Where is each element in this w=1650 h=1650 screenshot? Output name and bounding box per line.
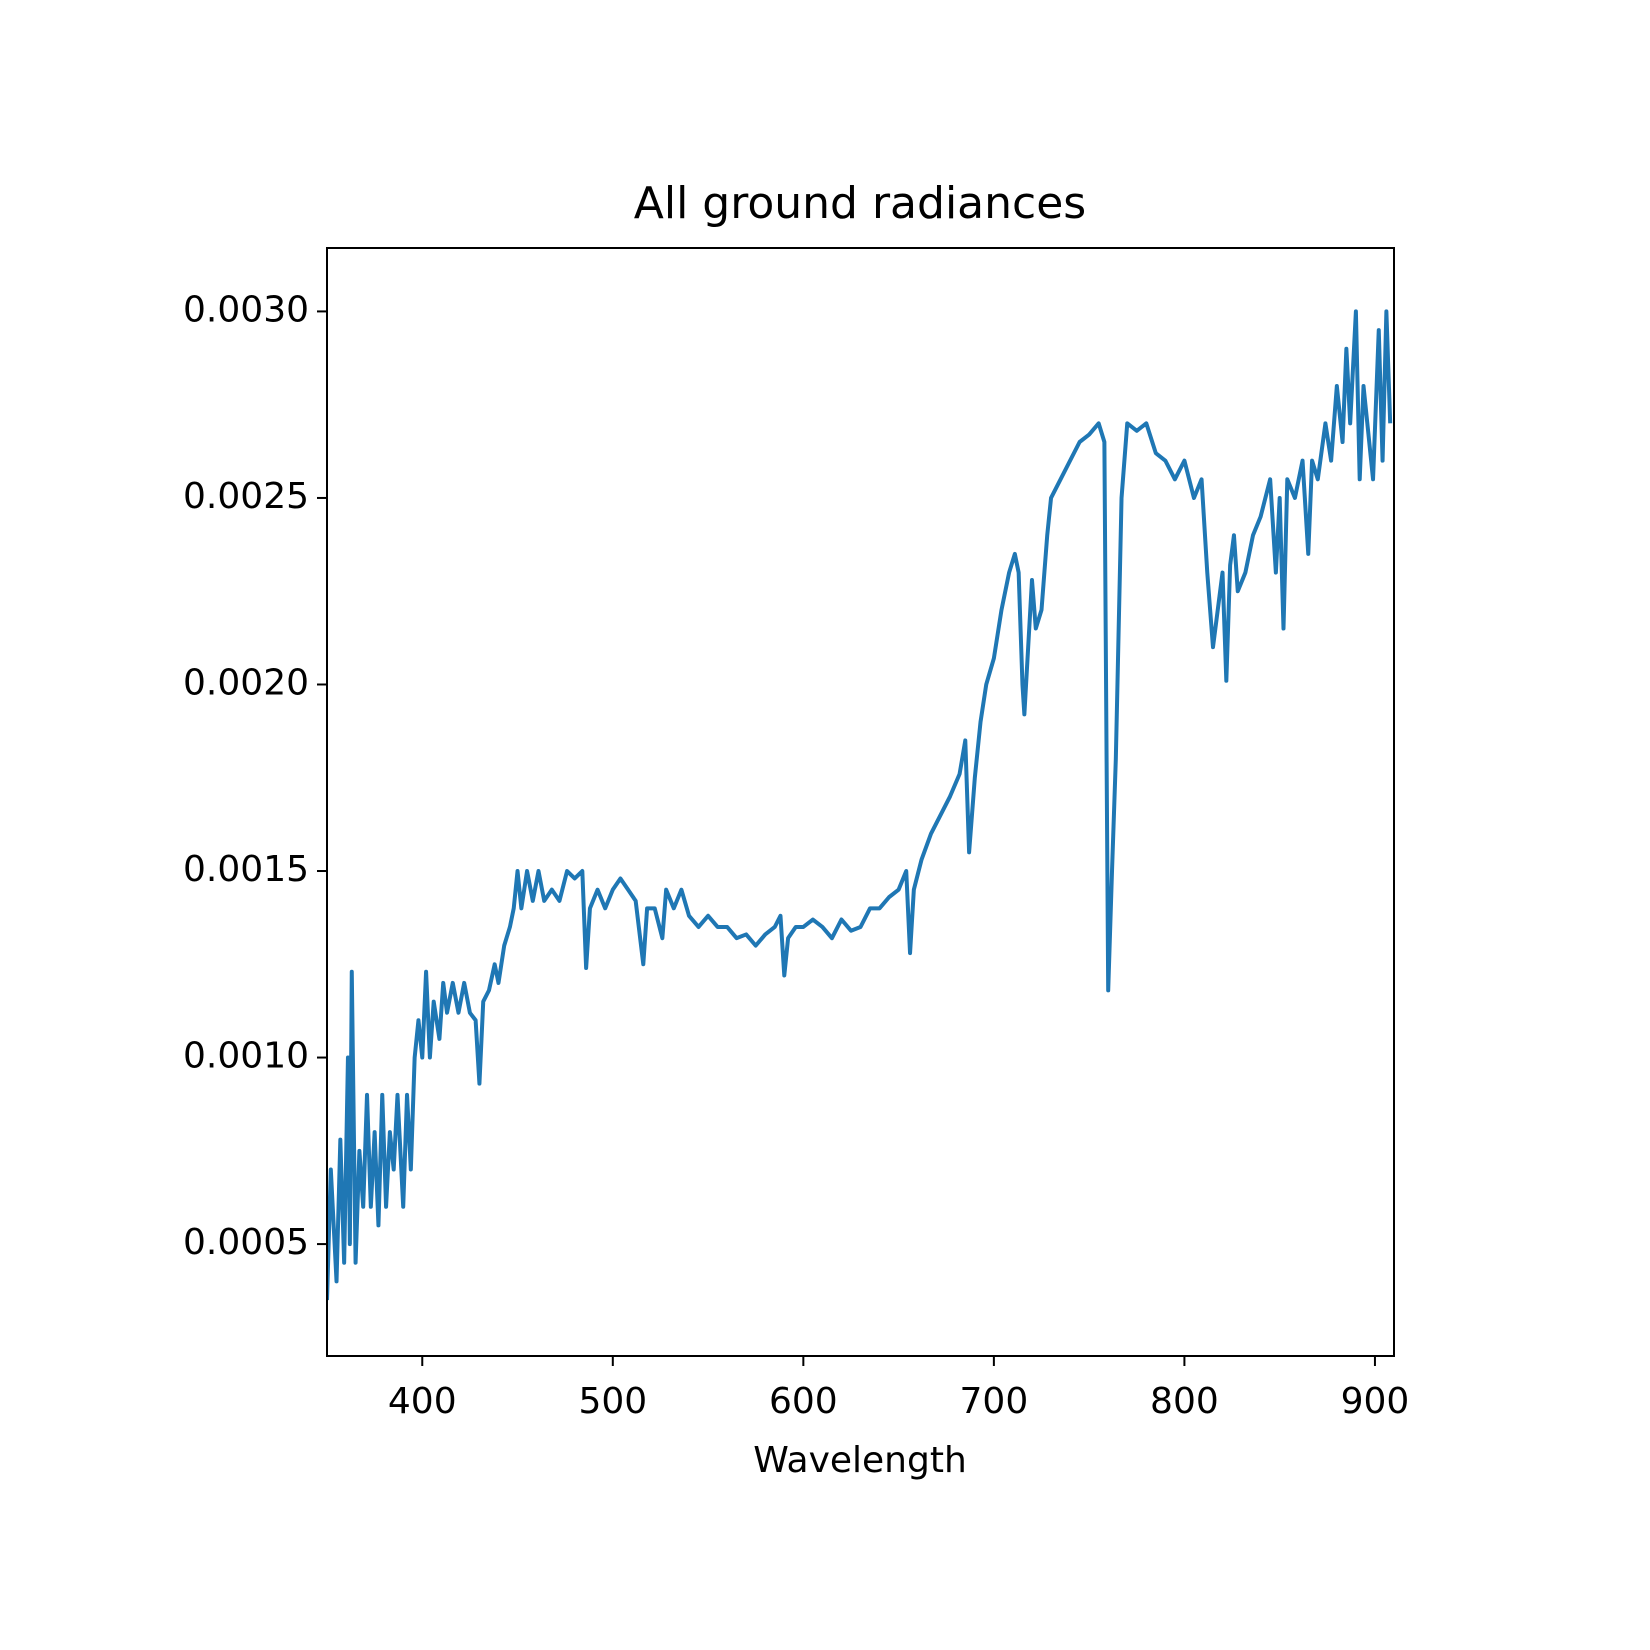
x-tick-label: 800 xyxy=(1150,1381,1219,1422)
data-line xyxy=(327,309,1393,1301)
plot-frame xyxy=(326,247,1395,1357)
chart-title: All ground radiances xyxy=(634,178,1086,229)
x-tick-label: 600 xyxy=(769,1381,838,1422)
x-tick-label: 700 xyxy=(960,1381,1029,1422)
x-tick-label: 900 xyxy=(1341,1381,1410,1422)
y-tick-label: 0.0010 xyxy=(183,1036,309,1077)
y-tick-label: 0.0030 xyxy=(183,289,309,330)
x-tick-label: 400 xyxy=(388,1381,457,1422)
y-tick-label: 0.0020 xyxy=(183,662,309,703)
y-tick-label: 0.0005 xyxy=(183,1222,309,1263)
x-tick-label: 500 xyxy=(578,1381,647,1422)
y-tick-label: 0.0015 xyxy=(183,849,309,890)
x-axis-label: Wavelength xyxy=(753,1440,967,1481)
y-tick-label: 0.0025 xyxy=(183,476,309,517)
